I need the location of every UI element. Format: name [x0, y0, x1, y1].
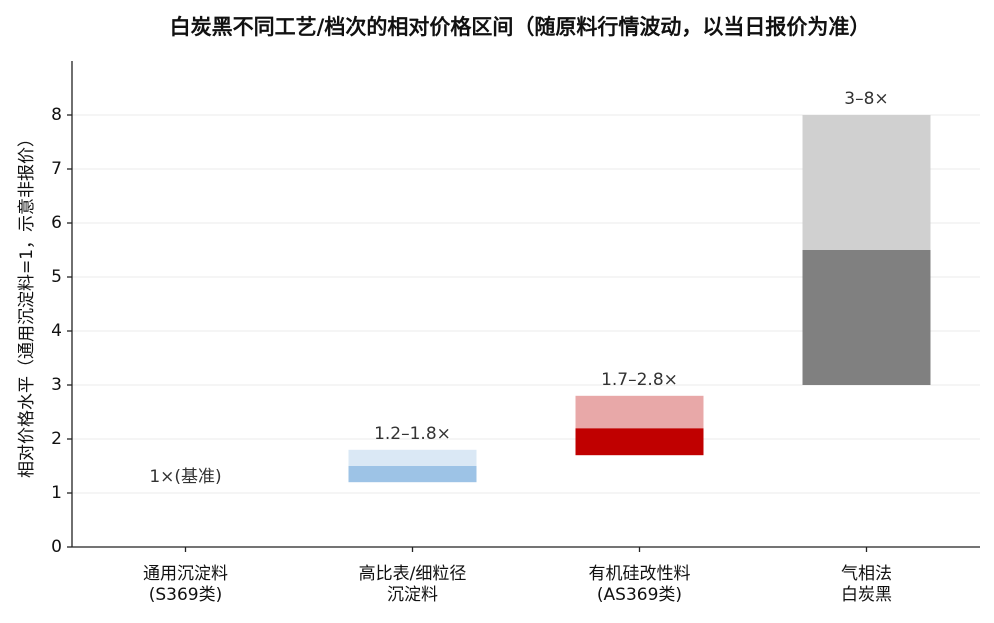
y-tick-label: 6 — [51, 213, 62, 233]
value-label: 1.7–2.8× — [601, 370, 678, 390]
range-segment — [575, 395, 704, 429]
x-tick-label: 高比表/细粒径 — [359, 564, 467, 584]
y-tick-label: 3 — [51, 375, 62, 395]
x-tick-label: 通用沉淀料 — [143, 564, 228, 584]
y-tick-label: 5 — [51, 267, 62, 287]
y-tick-label: 4 — [51, 321, 62, 341]
range-segment — [348, 449, 477, 466]
y-tick-label: 0 — [51, 537, 62, 557]
range-segment — [802, 115, 931, 250]
y-tick-label: 8 — [51, 105, 62, 125]
value-label: 1×(基准) — [149, 467, 221, 487]
y-axis-label: 相对价格水平（通用沉淀料=1，示意非报价） — [17, 130, 37, 478]
range-segment — [802, 250, 931, 385]
x-tick-label: (AS369类) — [597, 585, 682, 605]
chart-title: 白炭黑不同工艺/档次的相对价格区间（随原料行情波动，以当日报价为准） — [170, 15, 871, 39]
y-tick-label: 2 — [51, 429, 62, 449]
y-tick-label: 7 — [51, 159, 62, 179]
y-tick-label: 1 — [51, 483, 62, 503]
x-tick-label: 白炭黑 — [841, 585, 892, 605]
x-tick-label: (S369类) — [149, 585, 223, 605]
range-segment — [575, 428, 704, 456]
value-label: 1.2–1.8× — [374, 424, 451, 444]
x-tick-label: 沉淀料 — [387, 585, 438, 605]
x-tick-label: 有机硅改性料 — [589, 564, 691, 584]
value-label: 3–8× — [844, 89, 888, 109]
range-segment — [348, 466, 477, 483]
x-tick-label: 气相法 — [841, 564, 892, 584]
